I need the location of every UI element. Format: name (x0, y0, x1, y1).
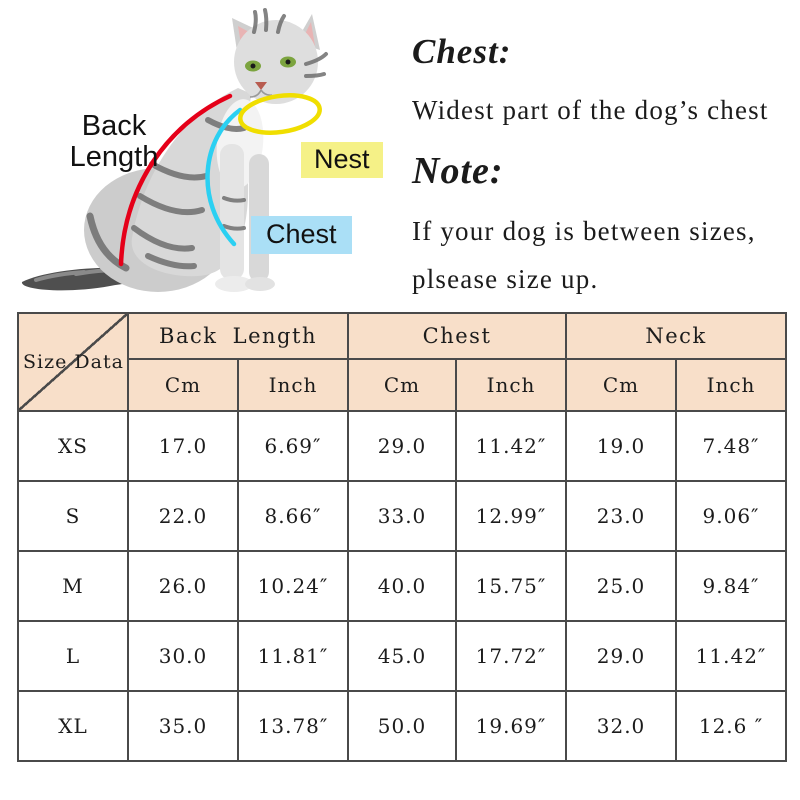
cat-nose (255, 82, 267, 90)
table-cell: 32.0 (565, 690, 678, 762)
table-row: L 30.0 11.81″ 45.0 17.72″ 29.0 11.42″ (17, 620, 788, 692)
table-cell: 23.0 (565, 480, 678, 552)
cat-pupil (285, 59, 291, 65)
cat-paw (245, 277, 275, 291)
table-cell: 12.6 ″ (675, 690, 788, 762)
table-cell: 13.78″ (236, 690, 350, 762)
size-cell: M (17, 550, 129, 622)
unit-header: Cm (127, 358, 239, 412)
measurement-figure: Back Length Nest Chest (0, 0, 400, 310)
table-row: XS 17.0 6.69″ 29.0 11.42″ 19.0 7.48″ (17, 410, 788, 482)
table-cell: 17.72″ (455, 620, 568, 692)
cat-paw (215, 276, 253, 292)
neck-ring (238, 93, 322, 135)
cat-front-leg (220, 144, 244, 280)
table-row: S 22.0 8.66″ 33.0 12.99″ 23.0 9.06″ (17, 480, 788, 552)
diagonal-divider (19, 314, 127, 410)
table-cell: 30.0 (127, 620, 239, 692)
size-cell: XS (17, 410, 129, 482)
table-cell: 19.69″ (455, 690, 568, 762)
unit-header: Cm (347, 358, 458, 412)
table-cell: 9.06″ (675, 480, 788, 552)
table-cell: 7.48″ (675, 410, 788, 482)
group-header-back-length: Back Length (126, 312, 350, 360)
table-cell: 8.66″ (236, 480, 350, 552)
unit-header: Inch (236, 358, 350, 412)
table-row: XL 35.0 13.78″ 50.0 19.69″ 32.0 12.6 ″ (17, 690, 788, 762)
table-cell: 29.0 (347, 410, 458, 482)
table-header-row: Size Data Back Length Chest Neck (17, 312, 788, 412)
chest-description: Widest part of the dog’s chest (412, 95, 769, 125)
unit-header: Inch (675, 358, 788, 412)
size-cell: XL (17, 690, 129, 762)
table-cell: 29.0 (565, 620, 678, 692)
size-cell: S (17, 480, 129, 552)
corner-cell: Size Data (17, 312, 129, 412)
note-heading: Note: (412, 150, 504, 193)
unit-header: Inch (455, 358, 568, 412)
instructions: Chest: Widest part of the dog’s chest No… (412, 24, 796, 303)
table-cell: 45.0 (347, 620, 458, 692)
table-row: M 26.0 10.24″ 40.0 15.75″ 25.0 9.84″ (17, 550, 788, 622)
table-cell: 26.0 (127, 550, 239, 622)
table-cell: 11.81″ (236, 620, 350, 692)
group-header-neck: Neck (565, 312, 788, 360)
table-cell: 15.75″ (455, 550, 568, 622)
corner-label: Size Data (23, 351, 124, 373)
cat-pupil (250, 63, 256, 69)
table-cell: 22.0 (127, 480, 239, 552)
table-cell: 11.42″ (455, 410, 568, 482)
unit-header: Cm (565, 358, 678, 412)
cat-head (234, 20, 318, 104)
table-cell: 40.0 (347, 550, 458, 622)
table-cell: 50.0 (347, 690, 458, 762)
cat-stripes (86, 8, 328, 272)
back-length-label: Back Length (69, 110, 159, 174)
group-header-chest: Chest (347, 312, 568, 360)
table-cell: 6.69″ (236, 410, 350, 482)
table-cell: 25.0 (565, 550, 678, 622)
table-cell: 10.24″ (236, 550, 350, 622)
chest-label: Chest (251, 216, 352, 254)
size-cell: L (17, 620, 129, 692)
nest-label: Nest (301, 142, 383, 178)
note-description: If your dog is between sizes, plsease si… (412, 216, 756, 294)
table-cell: 17.0 (127, 410, 239, 482)
size-table: Size Data Back Length Chest Neck Cm Inch… (17, 312, 788, 762)
back-length-line (118, 93, 233, 267)
table-cell: 35.0 (127, 690, 239, 762)
chest-girth-line (205, 107, 243, 247)
table-cell: 9.84″ (675, 550, 788, 622)
chest-heading: Chest: (412, 32, 512, 71)
table-cell: 11.42″ (675, 620, 788, 692)
table-cell: 33.0 (347, 480, 458, 552)
table-unit-row: Cm Inch Cm Inch Cm Inch (18, 358, 788, 412)
table-cell: 12.99″ (455, 480, 568, 552)
table-cell: 19.0 (565, 410, 678, 482)
